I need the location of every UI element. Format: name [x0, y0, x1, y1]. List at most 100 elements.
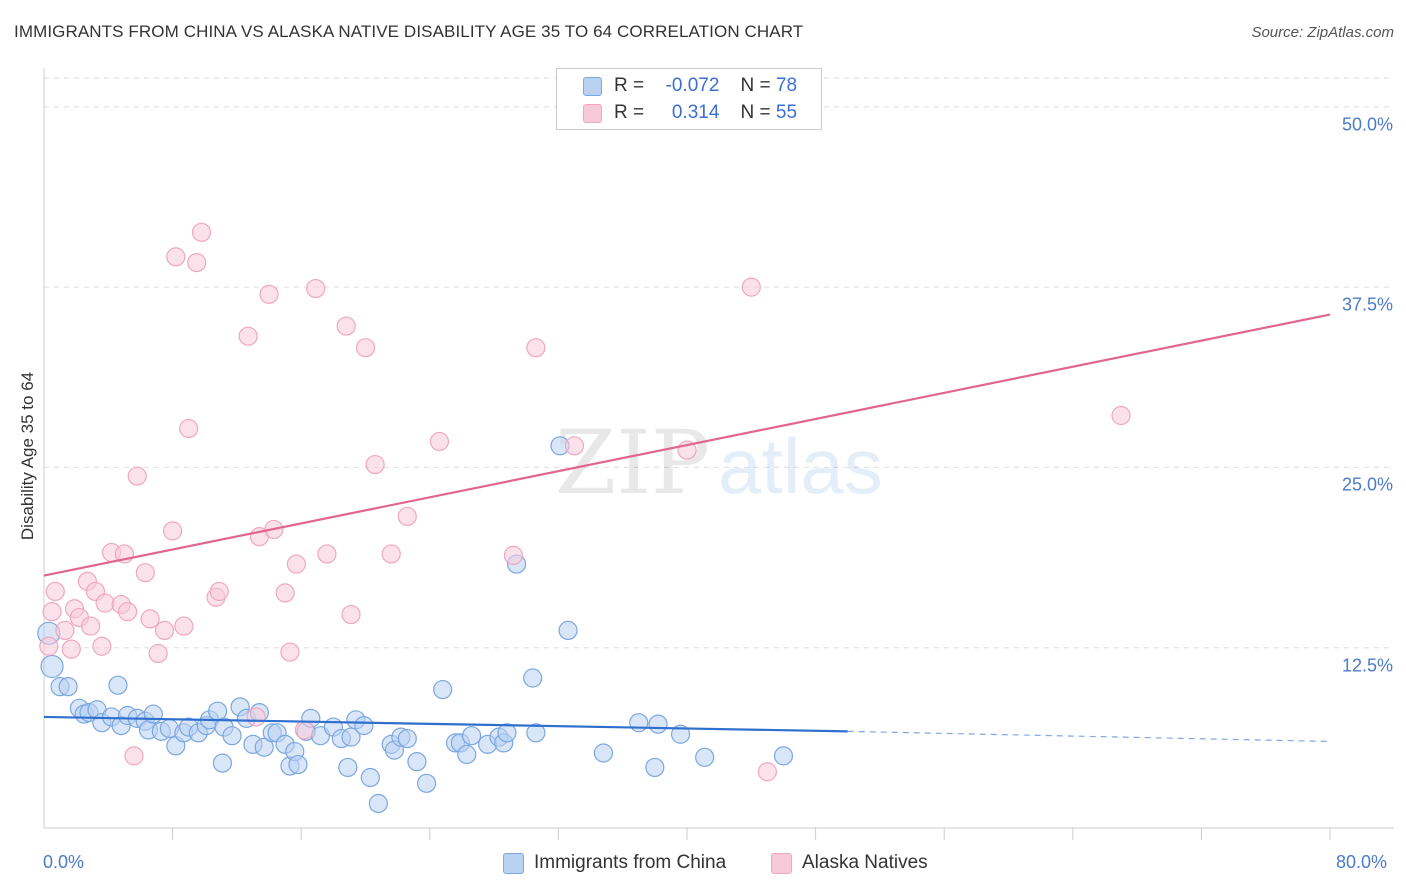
china-point — [645, 757, 665, 778]
china-point — [354, 715, 374, 736]
alaska-point — [741, 277, 761, 297]
alaska-point — [117, 602, 138, 622]
china-point — [695, 747, 715, 767]
legend-n-label: N = — [740, 75, 771, 96]
alaska-point — [187, 253, 207, 273]
axes — [43, 68, 1394, 840]
alaska-point — [564, 436, 585, 456]
grid-lines — [44, 77, 1394, 649]
china-point — [360, 767, 380, 788]
alaska-point — [163, 521, 183, 541]
china-trend-line — [43, 715, 848, 733]
series-legend: Immigrants from China Alaska Natives — [0, 852, 1406, 878]
alaska-point — [317, 544, 337, 564]
alaska-point — [209, 581, 229, 602]
alaska-point — [45, 581, 65, 602]
alaska-point — [154, 620, 175, 641]
alaska-point — [397, 506, 417, 527]
china-point — [461, 726, 482, 746]
alaska-point — [275, 583, 295, 603]
alaska-point — [179, 418, 199, 439]
china-point — [526, 723, 546, 743]
legend-r-label: R = — [614, 75, 645, 96]
china-point — [497, 723, 517, 743]
alaska-point — [306, 278, 326, 299]
legend-r-value-alaska: 0.314 — [671, 102, 720, 123]
legend-n-value-alaska: 55 — [775, 102, 798, 123]
china-point — [648, 714, 668, 734]
legend-r-value-china: -0.072 — [665, 75, 720, 96]
legend-label-china: Immigrants from China — [534, 852, 727, 873]
alaska-point — [95, 593, 115, 613]
china-point — [288, 754, 308, 775]
legend-item-alaska[interactable]: Alaska Natives — [771, 852, 928, 874]
alaska-point — [174, 616, 194, 636]
alaska-point — [124, 746, 144, 766]
alaska-point — [42, 602, 62, 622]
china-point — [670, 724, 691, 744]
legend-row-china: R = -0.072 N = 78 — [583, 73, 797, 99]
china-point — [108, 675, 128, 695]
alaska-point — [365, 454, 385, 475]
china-trend-extension — [847, 730, 1331, 743]
china-point — [143, 704, 163, 724]
legend-swatch-alaska — [771, 852, 792, 874]
china-point — [254, 737, 274, 757]
legend-label-alaska: Alaska Natives — [802, 852, 928, 873]
y-tick-label: 37.5% — [1341, 294, 1393, 315]
alaska-point — [259, 284, 279, 304]
china-point — [40, 654, 64, 679]
watermark-zip: ZIP — [555, 411, 710, 514]
alaska-point — [336, 316, 356, 336]
legend-row-alaska: R = 0.314 N = 55 — [583, 100, 797, 126]
china-point — [341, 727, 361, 747]
x-tick-min: 0.0% — [43, 852, 85, 872]
legend-n-value-china: 78 — [775, 75, 798, 96]
alaska-point — [294, 720, 315, 740]
alaska-point — [280, 642, 300, 662]
china-point — [212, 753, 233, 773]
china-point — [457, 744, 477, 765]
legend-swatch-china — [503, 852, 524, 874]
alaska-point — [286, 554, 306, 574]
alaska-point — [238, 326, 258, 346]
data-points — [37, 222, 1131, 814]
legend-r-label: R = — [614, 102, 645, 123]
china-point — [773, 746, 794, 766]
china-point — [58, 677, 78, 697]
watermark-atlas: atlas — [718, 422, 883, 510]
alaska-point — [55, 620, 75, 641]
alaska-point — [39, 636, 59, 656]
legend-swatch-alaska — [583, 103, 602, 123]
china-point — [222, 726, 242, 746]
y-tick-label: 50.0% — [1341, 114, 1393, 135]
stats-legend: R = -0.072 N = 78 R = 0.314 N = 55 — [556, 68, 822, 130]
alaska-point — [355, 338, 376, 358]
alaska-point — [381, 544, 401, 564]
alaska-point — [246, 707, 266, 727]
china-point — [407, 752, 427, 772]
trend-lines — [43, 313, 1331, 743]
y-tick-label: 12.5% — [1341, 655, 1393, 676]
alaska-point — [503, 545, 523, 566]
china-point — [338, 757, 358, 778]
alaska-point — [61, 639, 81, 659]
china-point — [433, 679, 453, 700]
alaska-point — [1111, 405, 1131, 426]
alaska-point — [429, 431, 450, 452]
alaska-point — [92, 636, 112, 656]
zipatlas-watermark: ZIP atlas — [555, 411, 883, 514]
alaska-point — [127, 466, 147, 486]
alaska-point — [148, 643, 168, 664]
china-point — [416, 773, 437, 793]
y-tick-label: 25.0% — [1341, 474, 1393, 495]
alaska-point — [341, 604, 361, 625]
chart-title: IMMIGRANTS FROM CHINA VS ALASKA NATIVE D… — [14, 22, 804, 41]
alaska-trend-line — [43, 313, 1331, 577]
china-point — [593, 743, 614, 763]
china-point — [558, 620, 578, 641]
legend-swatch-china — [583, 76, 602, 96]
legend-item-china[interactable]: Immigrants from China — [503, 852, 726, 874]
alaska-point — [81, 616, 101, 636]
